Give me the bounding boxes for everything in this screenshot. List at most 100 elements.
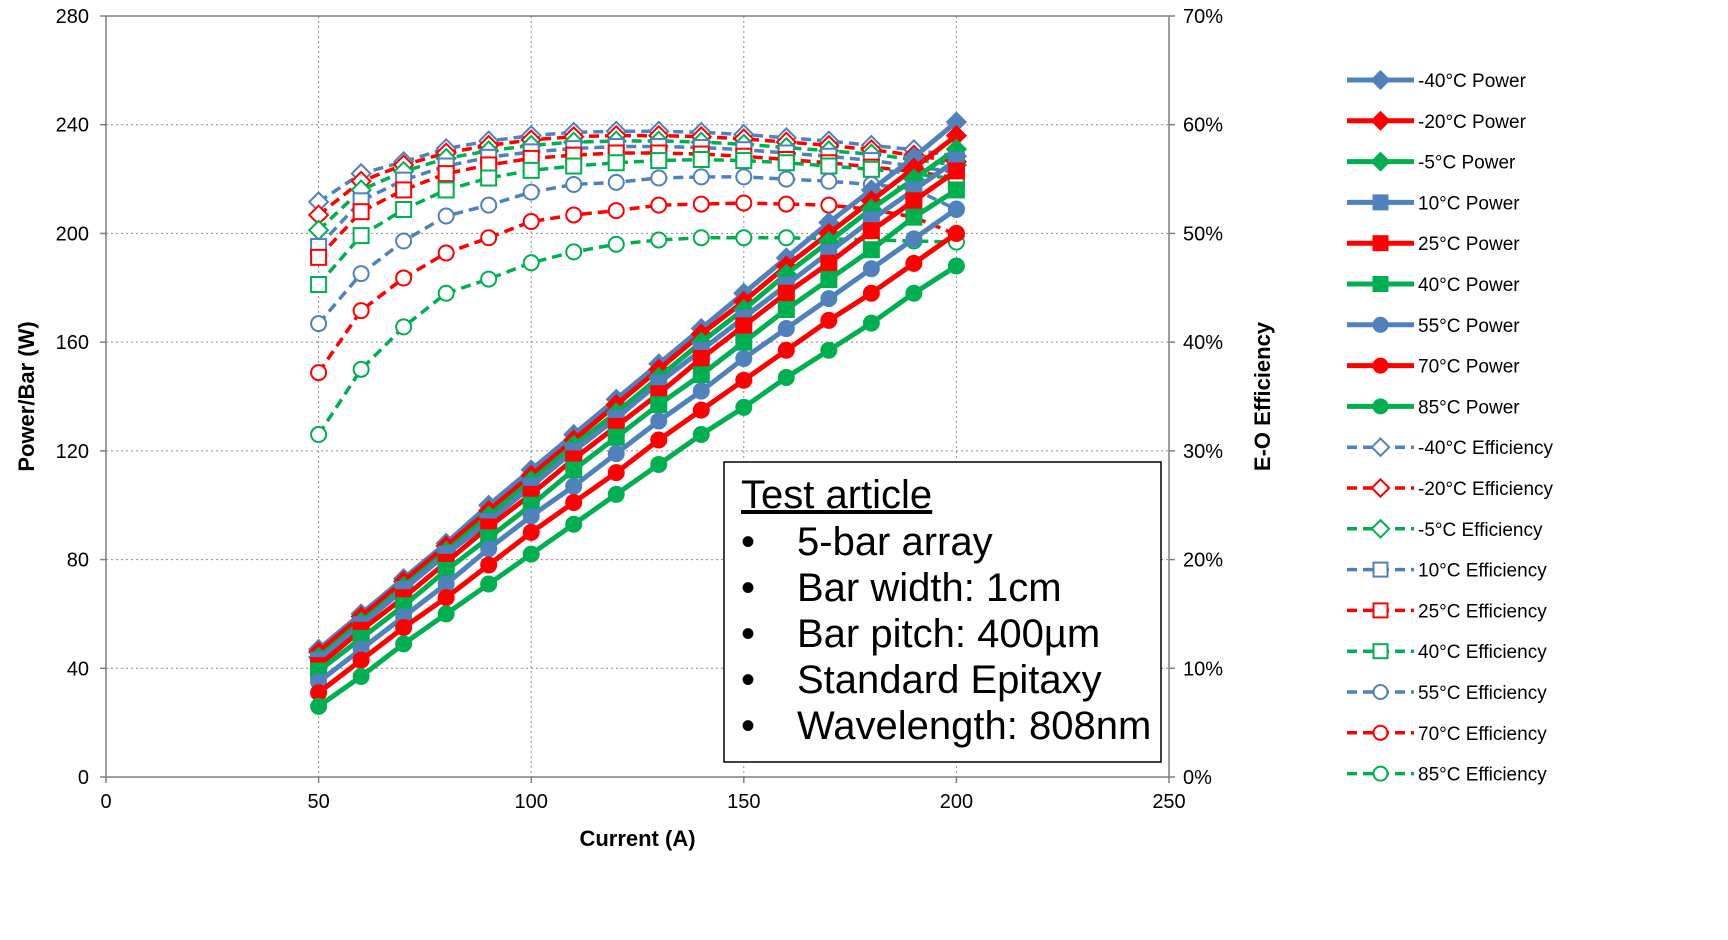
data-point xyxy=(820,290,838,308)
data-point xyxy=(310,426,328,444)
data-point xyxy=(947,162,965,180)
legend-label: 70°C Power xyxy=(1418,357,1520,378)
annotation-title: Test article xyxy=(741,473,932,517)
series-line xyxy=(317,129,957,204)
legend-entry: 70°C Efficiency xyxy=(1347,724,1547,745)
data-point xyxy=(565,157,583,175)
data-point xyxy=(735,229,753,247)
data-point xyxy=(480,575,498,593)
series-line xyxy=(317,187,958,673)
data-point xyxy=(777,154,795,172)
y-tick-label: 40 xyxy=(67,658,89,680)
data-point xyxy=(650,396,668,414)
data-point xyxy=(437,181,455,199)
data-point xyxy=(607,173,625,191)
data-point xyxy=(607,445,625,463)
legend-label: 70°C Efficiency xyxy=(1418,724,1547,745)
data-point xyxy=(607,154,625,172)
legend-label: -5°C Power xyxy=(1418,153,1516,174)
y2-tick-label: 10% xyxy=(1183,658,1223,680)
data-point xyxy=(777,229,795,247)
data-point xyxy=(480,229,498,247)
data-point xyxy=(522,254,540,272)
data-point xyxy=(820,341,838,359)
legend-label: -5°C Efficiency xyxy=(1418,520,1543,541)
data-point xyxy=(565,243,583,261)
data-point xyxy=(820,311,838,329)
axis-ticks: 0 50 100 150 200 250 0 0% 40 10% 80 20% 120 30% 160 40%… xyxy=(56,6,1224,813)
legend-marker xyxy=(1372,398,1389,415)
legend-marker xyxy=(1370,437,1391,458)
annotation-item: Wavelength: 808nm xyxy=(797,704,1151,748)
legend-label: 85°C Power xyxy=(1418,397,1520,418)
data-point xyxy=(395,232,413,250)
data-point xyxy=(820,196,838,214)
data-point xyxy=(480,540,498,558)
y-tick-label: 160 xyxy=(56,332,89,354)
data-point xyxy=(692,349,710,367)
data-point xyxy=(947,200,965,218)
legend-entry: 10°C Efficiency xyxy=(1347,561,1547,582)
annotation-item: Standard Epitaxy xyxy=(797,658,1102,702)
data-point xyxy=(650,412,668,430)
series-line xyxy=(317,263,958,709)
data-point xyxy=(395,201,413,219)
data-point xyxy=(735,168,753,186)
data-point xyxy=(820,254,838,272)
series-line xyxy=(317,231,958,695)
data-point xyxy=(692,229,710,247)
data-point xyxy=(352,227,370,245)
annotation-bullet: • xyxy=(741,658,755,702)
data-point xyxy=(522,507,540,525)
legend-marker xyxy=(1372,643,1389,660)
y2-tick-label: 70% xyxy=(1183,6,1223,28)
y2-tick-label: 50% xyxy=(1183,223,1223,245)
test-article-box: Test article • 5-bar array • Bar width: 1cm… xyxy=(723,461,1162,763)
data-point xyxy=(310,315,328,333)
series-line xyxy=(317,144,957,248)
data-point xyxy=(735,152,753,170)
legend-marker xyxy=(1372,765,1389,782)
legend-label: 25°C Efficiency xyxy=(1418,601,1547,622)
legend-marker xyxy=(1372,276,1389,292)
data-point xyxy=(395,181,413,199)
data-point xyxy=(522,523,540,541)
legend-entry: 85°C Power xyxy=(1347,397,1520,418)
data-point xyxy=(352,651,370,669)
data-point xyxy=(565,477,583,495)
data-point xyxy=(862,241,880,259)
data-point xyxy=(352,302,370,320)
legend-label: 40°C Efficiency xyxy=(1418,642,1547,663)
series-line xyxy=(317,168,958,668)
y2-tick-label: 40% xyxy=(1183,332,1223,354)
plot-area-frame xyxy=(105,15,1170,778)
legend-entry: -40°C Power xyxy=(1347,69,1527,92)
annotation-item: Bar pitch: 400µm xyxy=(797,612,1100,656)
legend-label: -20°C Efficiency xyxy=(1418,479,1554,500)
series-40-c-power xyxy=(310,181,965,680)
x-tick-label: 250 xyxy=(1152,791,1185,813)
data-point xyxy=(437,284,455,302)
legend-entry: 40°C Efficiency xyxy=(1347,642,1547,663)
y-tick-label: 120 xyxy=(56,441,89,463)
y2-axis-title: E-O Efficiency xyxy=(1250,321,1275,471)
data-point xyxy=(522,545,540,563)
legend-entry: 70°C Power xyxy=(1347,357,1520,378)
data-point xyxy=(522,183,540,201)
series-line xyxy=(317,133,957,217)
legend-entry: -5°C Power xyxy=(1347,151,1516,174)
series-line xyxy=(317,206,958,684)
data-point xyxy=(480,556,498,574)
data-point xyxy=(480,196,498,214)
data-point xyxy=(905,192,923,210)
x-tick-label: 50 xyxy=(307,791,329,813)
y2-tick-label: 30% xyxy=(1183,441,1223,463)
series-layer xyxy=(307,111,968,715)
data-point xyxy=(862,222,880,240)
y-tick-label: 0 xyxy=(78,767,89,789)
x-tick-label: 0 xyxy=(100,791,111,813)
series-line xyxy=(317,139,957,232)
data-point xyxy=(862,160,880,178)
legend-entry: -40°C Efficiency xyxy=(1347,437,1554,459)
